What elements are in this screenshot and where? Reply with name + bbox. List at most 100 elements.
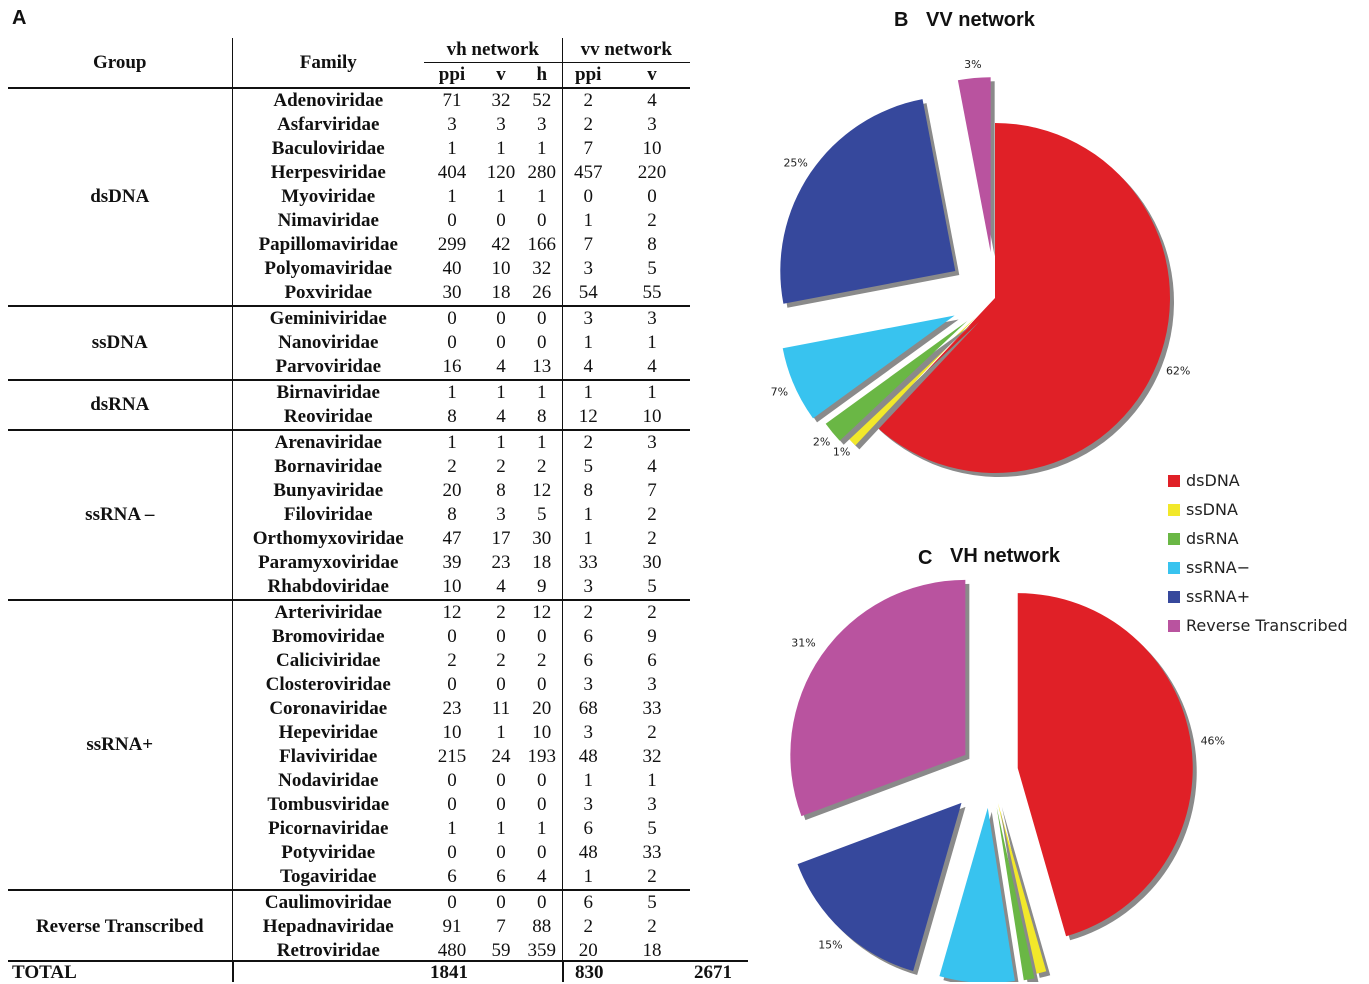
family-cell: Birnaviridae (231, 379, 424, 405)
family-cell: Rhabdoviridae (231, 575, 424, 600)
vv-ppi-cell: 2 (561, 915, 614, 939)
vv-network-pie: 62% 1%2% 7% 25% 3% (771, 58, 1190, 478)
vh-h-cell: 2 (537, 456, 547, 477)
vv-v-cell: 4 (647, 456, 657, 477)
legend-swatch (1168, 503, 1180, 516)
legend-label: Reverse Transcribed (1186, 616, 1348, 635)
family-cell: Asfarviridae (231, 113, 424, 137)
vh-ppi-cell: 215 (437, 746, 467, 767)
family-cell: Papillomaviridae (231, 233, 424, 257)
table-row: Caliciviridae 2 2 2 6 6 (8, 649, 690, 673)
vh-v-cell: 0 (496, 794, 506, 815)
vv-ppi-cell: 48 (561, 745, 614, 769)
panel-label-a: A (12, 7, 27, 29)
vv-v-cell: 2 (647, 210, 657, 231)
vv-v-cell: 1 (647, 770, 657, 791)
vv-v-cell: 3 (614, 305, 690, 331)
table-row: Retroviridae 480 59 359 20 18 (8, 939, 690, 963)
total-divider-left (232, 960, 234, 982)
table-row: Tombusviridae 0 0 0 3 3 (8, 793, 690, 817)
vv-ppi-cell: 54 (561, 281, 614, 306)
pie-slice-shadow (851, 321, 980, 450)
legend-label: ssDNA (1186, 500, 1238, 519)
vv-ppi-cell: 3 (561, 793, 614, 817)
header-vh-ppi: ppi (438, 64, 466, 85)
vh-h-cell: 30 (532, 528, 552, 549)
vv-ppi-cell: 48 (561, 841, 614, 865)
vh-ppi-cell: 3 (447, 114, 457, 135)
family-cell: Hepeviridae (231, 721, 424, 745)
pie-percent-label: 46% (1201, 735, 1225, 748)
vv-v-cell: 10 (642, 138, 662, 159)
table-row: Paramyxoviridae 39 23 18 33 30 (8, 551, 690, 575)
vv-ppi-cell: 1 (561, 769, 614, 793)
vh-ppi-cell: 0 (424, 889, 480, 915)
legend-item: ssDNA (1168, 495, 1348, 524)
vh-h-cell: 1 (522, 429, 562, 455)
vh-h-cell: 3 (537, 114, 547, 135)
table-row: dsRNA Birnaviridae 1 1 1 1 1 (8, 379, 690, 430)
vh-v-cell: 1 (480, 379, 522, 405)
panel-label-b: B (894, 9, 909, 31)
vh-h-cell: 4 (537, 866, 547, 887)
chart-title-vh: VH network (950, 545, 1061, 567)
table-row: Bunyaviridae 20 8 12 8 7 (8, 479, 690, 503)
vh-h-cell: 88 (532, 916, 552, 937)
vh-h-cell: 1 (537, 818, 547, 839)
vh-ppi-cell: 1 (424, 429, 480, 455)
vh-v-cell: 1 (496, 722, 506, 743)
vh-v-cell: 2 (480, 599, 522, 625)
header-group: Group (92, 51, 147, 73)
legend-item: ssRNA+ (1168, 582, 1348, 611)
vh-h-cell: 0 (537, 674, 547, 695)
family-cell: Nodaviridae (231, 769, 424, 793)
table-row: Hepadnaviridae 91 7 88 2 2 (8, 915, 690, 939)
vh-h-cell: 359 (527, 940, 557, 961)
family-cell: Poxviridae (231, 281, 424, 306)
pie-slice-ssdna (997, 803, 1047, 974)
table-row: Flaviviridae 215 24 193 48 32 (8, 745, 690, 769)
vh-h-cell: 5 (537, 504, 547, 525)
vh-ppi-cell: 39 (442, 552, 462, 573)
family-cell: Paramyxoviridae (231, 551, 424, 575)
family-cell: Nimaviridae (231, 209, 424, 233)
vh-v-cell: 0 (496, 210, 506, 231)
pie-slice-ssrna- (939, 807, 1015, 982)
vv-ppi-cell: 2 (561, 113, 614, 137)
vh-ppi-cell: 10 (442, 576, 462, 597)
vv-ppi-cell: 1 (561, 527, 614, 551)
family-cell: Herpesviridae (231, 161, 424, 185)
vv-v-cell: 8 (647, 234, 657, 255)
vh-ppi-cell: 47 (442, 528, 462, 549)
header-vh-network: vh network (424, 38, 562, 63)
vv-ppi-cell: 457 (561, 161, 614, 185)
family-cell: Retroviridae (231, 939, 424, 963)
table-row: Orthomyxoviridae 47 17 30 1 2 (8, 527, 690, 551)
vv-ppi-cell: 1 (561, 331, 614, 355)
vv-ppi-cell: 6 (561, 625, 614, 649)
legend-swatch (1168, 619, 1180, 632)
vv-ppi-cell: 3 (561, 257, 614, 281)
table-row: Bromoviridae 0 0 0 6 9 (8, 625, 690, 649)
group-cell: ssRNA – (8, 429, 232, 600)
vh-ppi-cell: 8 (447, 406, 457, 427)
legend-item: dsDNA (1168, 466, 1348, 495)
vv-ppi-cell: 20 (561, 939, 614, 963)
vv-ppi-cell: 12 (561, 405, 614, 430)
vh-ppi-cell: 0 (447, 626, 457, 647)
family-cell: Myoviridae (231, 185, 424, 209)
pie-percent-label: 3% (964, 58, 981, 71)
table-row: Polyomaviridae 40 10 32 3 5 (8, 257, 690, 281)
vv-v-cell: 30 (642, 552, 662, 573)
vh-ppi-cell: 10 (442, 722, 462, 743)
family-cell: Arteriviridae (231, 599, 424, 625)
family-cell: Bunyaviridae (231, 479, 424, 503)
vh-ppi-cell: 91 (442, 916, 462, 937)
vh-ppi-cell: 2 (447, 650, 457, 671)
group-cell: dsDNA (8, 87, 232, 306)
table-row: Asfarviridae 3 3 3 2 3 (8, 113, 690, 137)
vh-ppi-cell: 0 (447, 794, 457, 815)
pie-slice-dsdna (1017, 593, 1193, 937)
pie-percent-label: 1% (1036, 980, 1053, 982)
table-row: Togaviridae 6 6 4 1 2 (8, 865, 690, 890)
